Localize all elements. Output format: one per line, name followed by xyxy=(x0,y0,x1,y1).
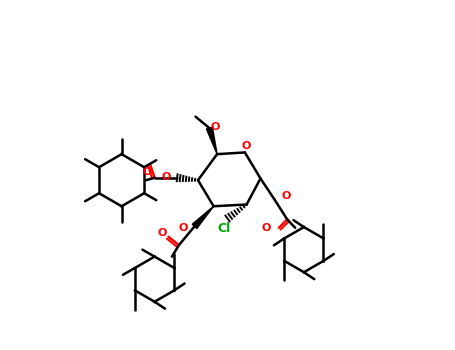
Polygon shape xyxy=(192,206,213,229)
Text: O: O xyxy=(241,141,251,151)
Text: O: O xyxy=(157,228,167,238)
Text: O: O xyxy=(142,167,152,176)
Text: O: O xyxy=(211,122,220,132)
Text: O: O xyxy=(262,223,271,233)
Text: Cl: Cl xyxy=(217,222,231,235)
Polygon shape xyxy=(207,127,217,154)
Text: O: O xyxy=(162,172,171,182)
Text: O: O xyxy=(178,223,187,233)
Text: O: O xyxy=(281,191,291,201)
